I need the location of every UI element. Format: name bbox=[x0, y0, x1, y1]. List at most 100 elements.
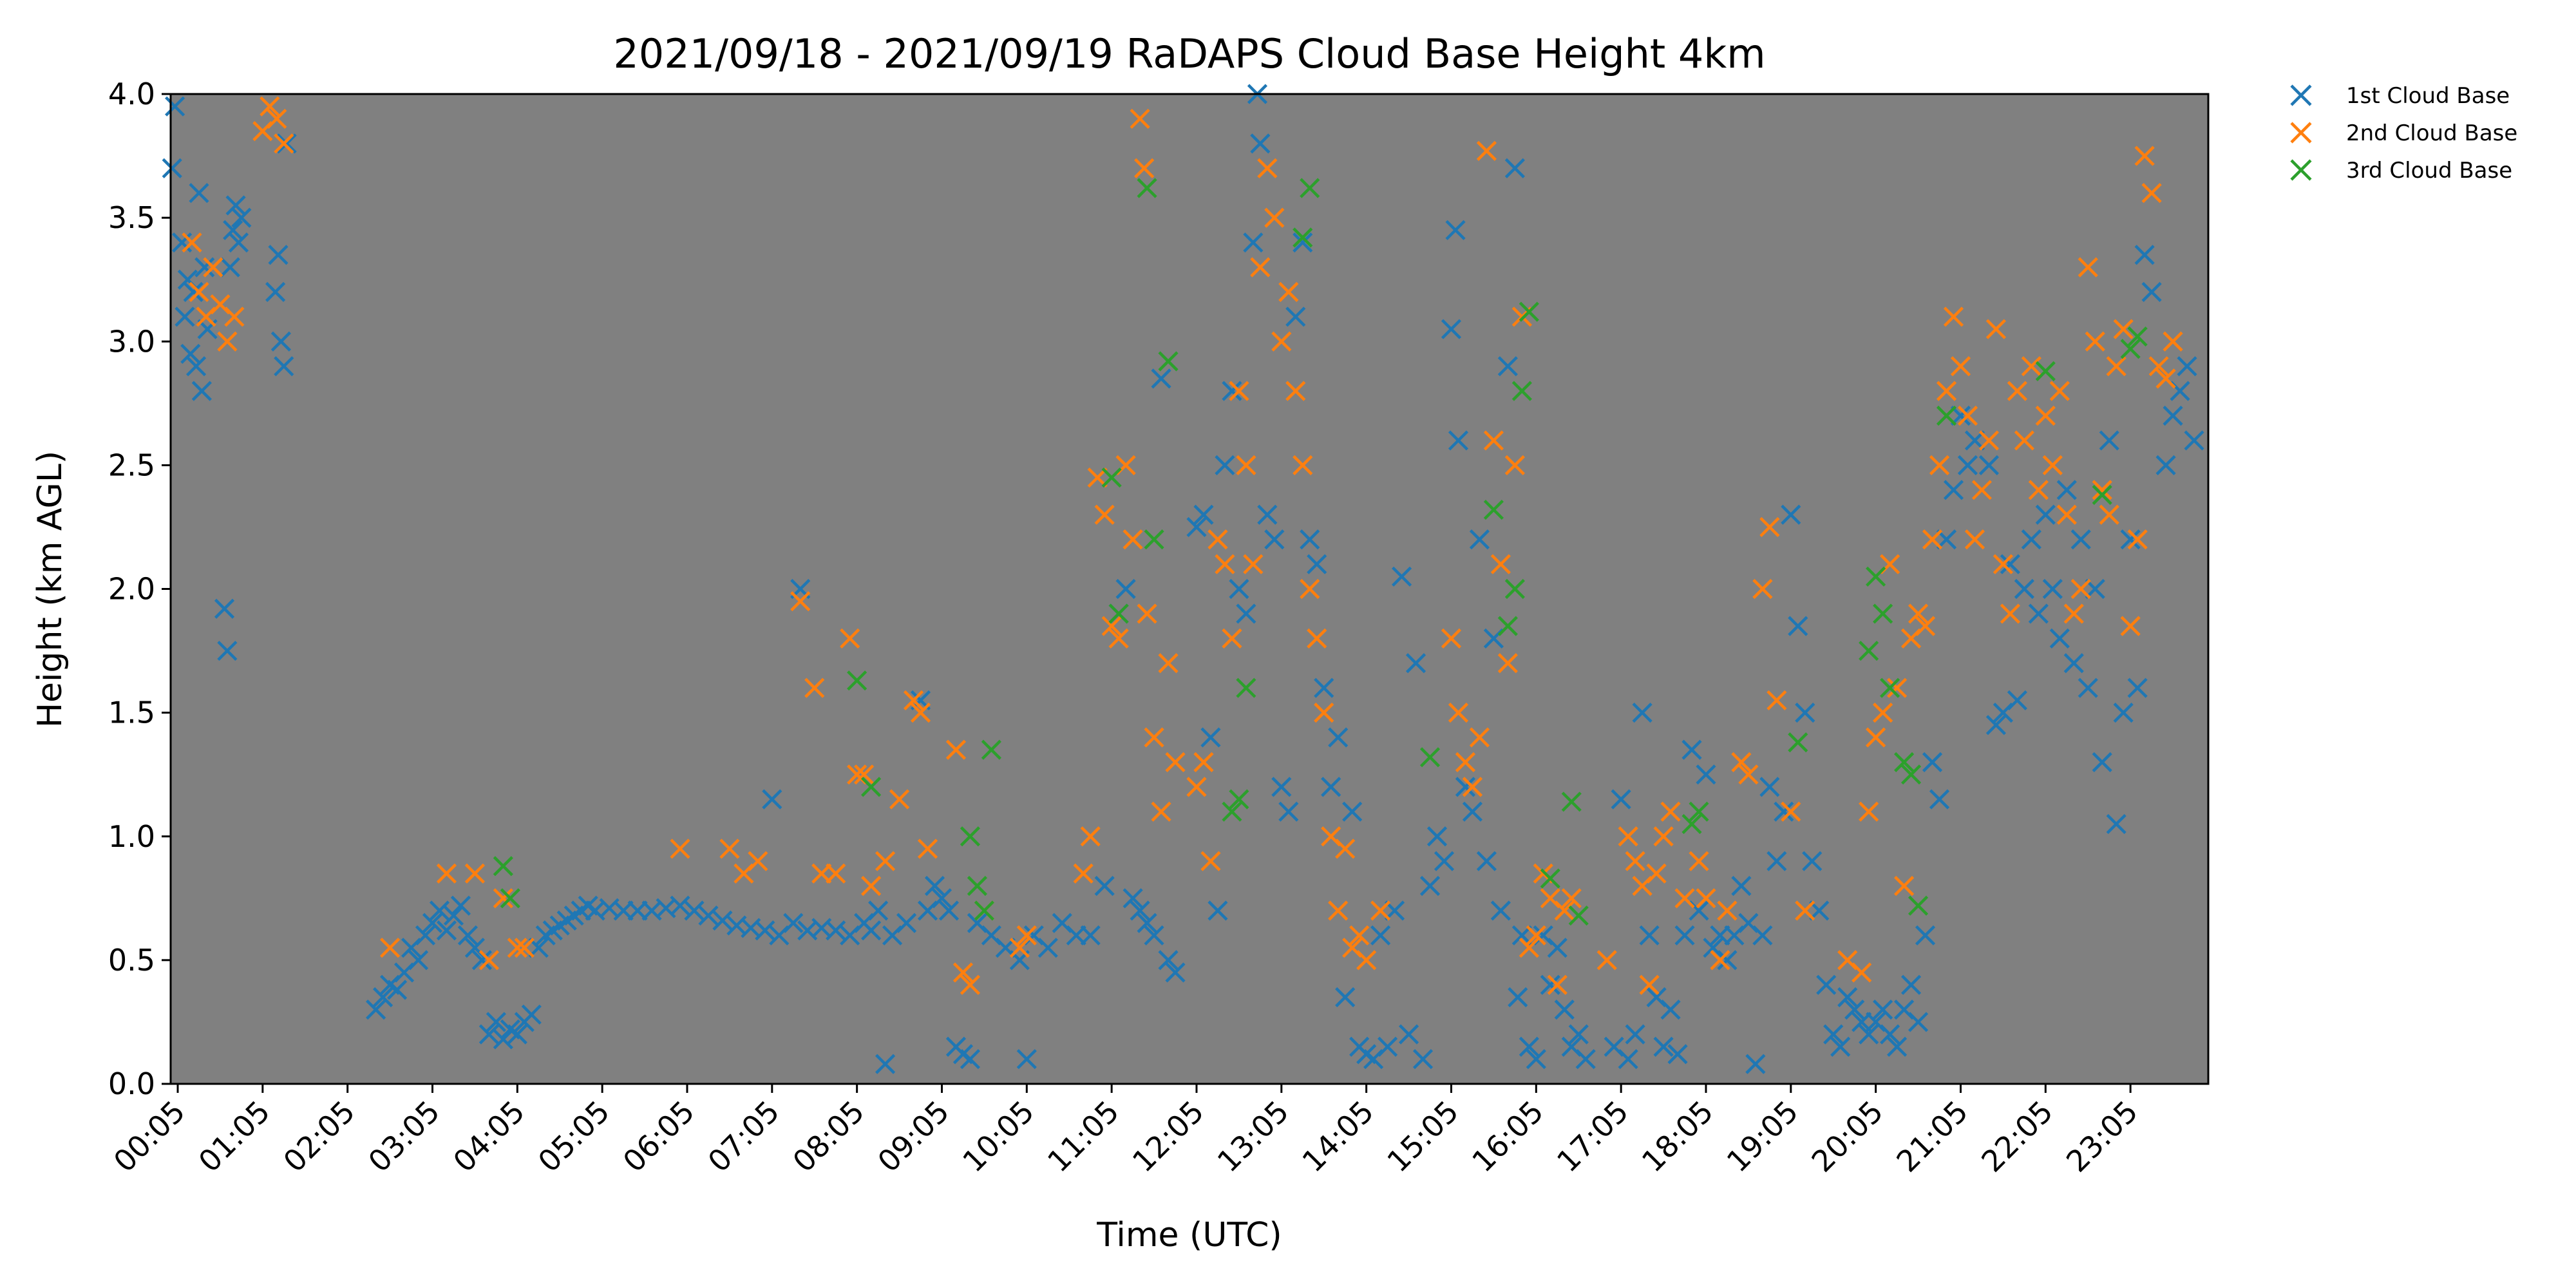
data-point bbox=[1229, 381, 1249, 401]
data-point bbox=[1307, 554, 1327, 574]
data-point bbox=[684, 900, 705, 921]
data-point bbox=[1922, 752, 1943, 773]
data-point bbox=[1554, 900, 1575, 921]
data-point bbox=[1766, 851, 1787, 871]
data-point bbox=[2106, 356, 2126, 377]
legend: 1st Cloud Base 2nd Cloud Base 3rd Cloud Ba… bbox=[2290, 83, 2517, 184]
data-point bbox=[1674, 888, 1695, 909]
data-point bbox=[231, 207, 252, 228]
data-point bbox=[2070, 529, 2091, 550]
data-point bbox=[1887, 1036, 1908, 1057]
data-point bbox=[1130, 900, 1150, 921]
data-point bbox=[868, 900, 889, 921]
data-point bbox=[1908, 895, 1929, 916]
data-point bbox=[2049, 381, 2070, 401]
data-point bbox=[1922, 529, 1943, 550]
data-point bbox=[1066, 925, 1086, 946]
data-point bbox=[276, 133, 297, 154]
x-axis-label: Time (UTC) bbox=[1096, 1216, 1282, 1255]
data-point bbox=[274, 133, 294, 154]
data-point bbox=[1873, 703, 1893, 723]
data-point bbox=[1823, 1024, 1844, 1045]
y-tick-label: 3.5 bbox=[108, 200, 155, 235]
data-point bbox=[1873, 999, 1893, 1020]
data-point bbox=[1674, 925, 1695, 946]
data-point bbox=[2056, 504, 2077, 525]
data-point bbox=[1653, 1036, 1674, 1057]
data-point bbox=[265, 281, 286, 302]
data-point bbox=[2078, 257, 2098, 278]
data-point bbox=[974, 900, 994, 921]
data-point bbox=[889, 789, 910, 810]
data-point bbox=[1978, 455, 2000, 475]
chart-title: 2021/09/18 - 2021/09/19 RaDAPS Cloud Bas… bbox=[613, 30, 1765, 77]
data-point bbox=[1328, 727, 1349, 748]
data-point bbox=[840, 628, 860, 649]
data-point bbox=[1611, 789, 1631, 810]
data-point bbox=[910, 703, 931, 723]
data-point bbox=[464, 863, 485, 884]
data-point bbox=[1257, 158, 1278, 178]
data-point bbox=[896, 913, 917, 933]
data-point bbox=[1469, 727, 1490, 748]
data-point bbox=[1809, 900, 1830, 921]
data-point bbox=[1490, 900, 1511, 921]
data-point bbox=[2163, 405, 2183, 426]
data-point bbox=[875, 1054, 896, 1074]
data-point bbox=[1519, 1036, 1539, 1057]
data-point bbox=[762, 789, 782, 810]
data-point bbox=[1504, 158, 1525, 178]
data-point bbox=[1130, 108, 1150, 129]
data-point bbox=[1681, 813, 1702, 835]
data-point bbox=[1639, 925, 1660, 946]
legend-label: 2nd Cloud Base bbox=[2346, 120, 2517, 146]
data-point bbox=[1144, 727, 1164, 748]
data-point bbox=[1215, 455, 1235, 475]
data-point bbox=[478, 950, 499, 971]
data-point bbox=[2127, 529, 2148, 550]
data-point bbox=[1080, 925, 1101, 946]
data-point bbox=[1144, 925, 1164, 946]
data-point bbox=[1710, 925, 1730, 946]
data-point bbox=[1568, 905, 1589, 926]
data-point bbox=[1455, 752, 1476, 773]
data-point bbox=[1575, 1048, 1596, 1070]
data-point bbox=[875, 851, 896, 871]
data-point bbox=[1009, 938, 1030, 958]
data-point bbox=[1985, 715, 2007, 735]
data-point bbox=[372, 987, 393, 1008]
data-point bbox=[2141, 281, 2162, 302]
data-point bbox=[2127, 677, 2148, 698]
data-point bbox=[1165, 752, 1186, 773]
data-point bbox=[1285, 381, 1306, 401]
data-point bbox=[1448, 703, 1469, 723]
data-point bbox=[521, 1004, 542, 1025]
data-point bbox=[1144, 529, 1164, 550]
y-tick-label: 2.0 bbox=[108, 572, 155, 607]
data-point bbox=[450, 895, 471, 916]
legend-marker bbox=[2290, 122, 2312, 144]
data-point bbox=[1830, 1036, 1851, 1057]
data-point bbox=[1696, 764, 1716, 785]
data-point bbox=[386, 980, 408, 1000]
data-point bbox=[189, 281, 209, 302]
data-point bbox=[811, 863, 832, 884]
data-point bbox=[1781, 801, 1801, 822]
data-point bbox=[967, 876, 988, 896]
data-point bbox=[1526, 925, 1546, 946]
data-point bbox=[924, 876, 945, 896]
data-point bbox=[1696, 888, 1716, 909]
data-point bbox=[1137, 913, 1157, 933]
data-point bbox=[1681, 739, 1702, 760]
data-point bbox=[1398, 1024, 1419, 1045]
data-point bbox=[1710, 950, 1730, 971]
data-point bbox=[1915, 616, 1936, 636]
data-point bbox=[478, 1024, 499, 1045]
data-point bbox=[1887, 677, 1908, 698]
data-point bbox=[1250, 133, 1271, 154]
y-tick-label: 0.0 bbox=[108, 1066, 155, 1101]
data-point bbox=[861, 777, 882, 797]
data-point bbox=[189, 183, 209, 204]
data-point bbox=[185, 356, 207, 377]
data-point bbox=[1186, 777, 1207, 797]
